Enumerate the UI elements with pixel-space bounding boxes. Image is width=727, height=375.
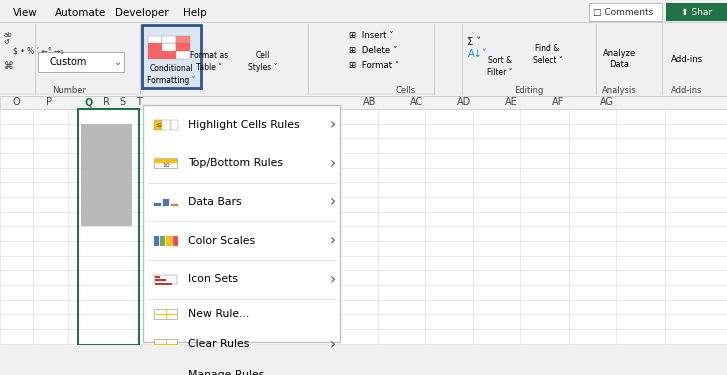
- Text: ›: ›: [329, 195, 335, 210]
- Text: Add-ins: Add-ins: [671, 86, 703, 95]
- Text: 10: 10: [162, 163, 169, 168]
- Text: ab
↺: ab ↺: [4, 32, 12, 45]
- Bar: [155, 159, 177, 163]
- Bar: [154, 120, 161, 130]
- Text: Manage Rules...: Manage Rules...: [188, 370, 275, 375]
- Bar: [171, 204, 178, 206]
- Bar: [154, 159, 177, 168]
- Text: Cells: Cells: [395, 86, 416, 95]
- Text: T: T: [136, 97, 142, 107]
- Text: Help: Help: [183, 8, 207, 18]
- Text: AD: AD: [457, 97, 471, 107]
- Text: Analysis: Analysis: [602, 86, 637, 95]
- Text: Color Scales: Color Scales: [188, 236, 255, 246]
- Text: Custom: Custom: [49, 57, 87, 67]
- Text: P: P: [47, 97, 52, 107]
- Bar: [148, 44, 161, 51]
- Text: $ • % ’ ←° →₀: $ • % ’ ←° →₀: [13, 47, 63, 56]
- Text: □ Comments: □ Comments: [593, 8, 653, 16]
- Text: ⊞  Delete ˅: ⊞ Delete ˅: [349, 46, 398, 55]
- Text: O: O: [12, 97, 20, 107]
- Bar: [589, 3, 662, 21]
- Bar: [0, 97, 727, 345]
- Text: Find &
Select ˅: Find & Select ˅: [533, 44, 562, 64]
- Text: Σ ˅: Σ ˅: [467, 38, 481, 48]
- Text: Sort &
Filter ˅: Sort & Filter ˅: [487, 56, 513, 77]
- Text: AF: AF: [553, 97, 564, 107]
- Text: ⬆ Shar: ⬆ Shar: [681, 8, 712, 16]
- Bar: [155, 279, 166, 281]
- Text: Format as
Table ˅: Format as Table ˅: [190, 51, 228, 72]
- Bar: [162, 36, 176, 43]
- Text: ⌄: ⌄: [114, 57, 123, 67]
- Bar: [162, 120, 170, 130]
- Bar: [142, 25, 201, 88]
- Bar: [38, 52, 124, 72]
- Bar: [0, 0, 727, 97]
- Bar: [154, 202, 161, 206]
- Text: AG: AG: [600, 97, 614, 107]
- Text: Editing: Editing: [514, 86, 543, 95]
- Text: Clear Rules: Clear Rules: [188, 339, 249, 350]
- Text: ›: ›: [329, 272, 335, 287]
- Bar: [171, 120, 178, 130]
- Bar: [155, 276, 160, 278]
- Text: AC: AC: [410, 97, 423, 107]
- Bar: [148, 36, 161, 43]
- Text: R: R: [103, 97, 111, 107]
- Text: AB: AB: [363, 97, 376, 107]
- Text: S: S: [120, 97, 126, 107]
- Text: Analyze
Data: Analyze Data: [603, 50, 636, 69]
- Bar: [154, 370, 177, 375]
- Text: View: View: [13, 8, 38, 18]
- Text: Top/Bottom Rules: Top/Bottom Rules: [188, 158, 284, 168]
- Text: Automate: Automate: [55, 8, 105, 18]
- Text: ≤: ≤: [156, 122, 161, 128]
- Text: New Rule...: New Rule...: [188, 309, 249, 319]
- Text: ⊞  Format ˅: ⊞ Format ˅: [349, 61, 399, 70]
- Text: ›: ›: [329, 117, 335, 132]
- Bar: [145, 361, 337, 375]
- Bar: [0, 96, 727, 109]
- Bar: [162, 51, 176, 59]
- Text: Developer: Developer: [115, 8, 169, 18]
- Text: Conditional
Formatting ˅: Conditional Formatting ˅: [148, 64, 196, 85]
- Text: AE: AE: [505, 97, 518, 107]
- Bar: [173, 236, 178, 246]
- Bar: [154, 339, 177, 350]
- Bar: [155, 283, 172, 285]
- Text: Add-ins: Add-ins: [671, 55, 703, 64]
- Bar: [162, 44, 176, 51]
- Text: ›: ›: [329, 156, 335, 171]
- Text: Data Bars: Data Bars: [188, 197, 242, 207]
- Text: Q: Q: [84, 97, 93, 107]
- Bar: [143, 105, 340, 342]
- Text: ›: ›: [329, 233, 335, 248]
- Text: Cell
Styles ˅: Cell Styles ˅: [249, 51, 278, 72]
- Bar: [166, 236, 172, 246]
- Bar: [148, 51, 161, 59]
- Bar: [0, 0, 727, 22]
- Text: ›: ›: [329, 337, 335, 352]
- Text: A↓˅: A↓˅: [467, 49, 487, 59]
- Text: ⌘: ⌘: [4, 61, 13, 70]
- Bar: [177, 51, 190, 59]
- Bar: [163, 199, 169, 206]
- Bar: [177, 36, 190, 43]
- Text: ⊞  Insert ˅: ⊞ Insert ˅: [349, 32, 393, 40]
- Text: Highlight Cells Rules: Highlight Cells Rules: [188, 120, 300, 130]
- Bar: [81, 124, 132, 226]
- Text: Icon Sets: Icon Sets: [188, 274, 238, 285]
- Bar: [666, 3, 727, 21]
- Bar: [154, 309, 177, 319]
- Text: Number: Number: [52, 86, 86, 95]
- Bar: [160, 236, 166, 246]
- Bar: [154, 274, 177, 284]
- Bar: [78, 109, 139, 345]
- Bar: [153, 236, 159, 246]
- Bar: [177, 44, 190, 51]
